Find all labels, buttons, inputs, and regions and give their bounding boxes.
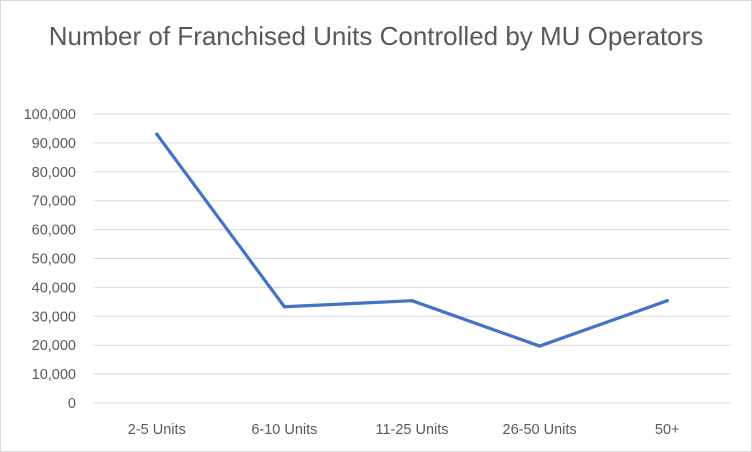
data-point (410, 299, 414, 303)
gridlines (93, 113, 731, 404)
y-tick-label: 90,000 (32, 136, 76, 152)
chart-title: Number of Franchised Units Controlled by… (48, 21, 704, 51)
y-tick-label: 30,000 (32, 309, 76, 325)
y-tick-label: 10,000 (32, 367, 76, 383)
x-tick-label: 26-50 Units (503, 422, 577, 438)
y-tick-label: 40,000 (32, 280, 76, 296)
y-tick-label: 80,000 (32, 165, 76, 181)
x-axis-tick-labels: 2-5 Units 6-10 Units 11-25 Units 26-50 Unit… (128, 422, 680, 438)
y-tick-label: 60,000 (32, 223, 76, 239)
y-tick-label: 70,000 (32, 194, 76, 210)
series-line (155, 132, 669, 348)
y-tick-label: 50,000 (32, 252, 76, 268)
x-tick-label: 50+ (655, 422, 680, 438)
x-tick-label: 11-25 Units (375, 422, 448, 438)
y-tick-label: 0 (68, 396, 76, 412)
x-tick-label: 2-5 Units (128, 422, 186, 438)
y-tick-label: 100,000 (24, 107, 76, 123)
data-point (282, 305, 286, 309)
series-layer (155, 132, 669, 348)
y-axis-tick-labels: 0 10,000 20,000 30,000 40,000 50,000 60,000 70,… (24, 107, 76, 412)
x-tick-label: 6-10 Units (251, 422, 317, 438)
data-point (538, 344, 542, 348)
data-point (155, 132, 159, 136)
data-point (665, 299, 669, 303)
y-tick-label: 20,000 (32, 338, 76, 354)
